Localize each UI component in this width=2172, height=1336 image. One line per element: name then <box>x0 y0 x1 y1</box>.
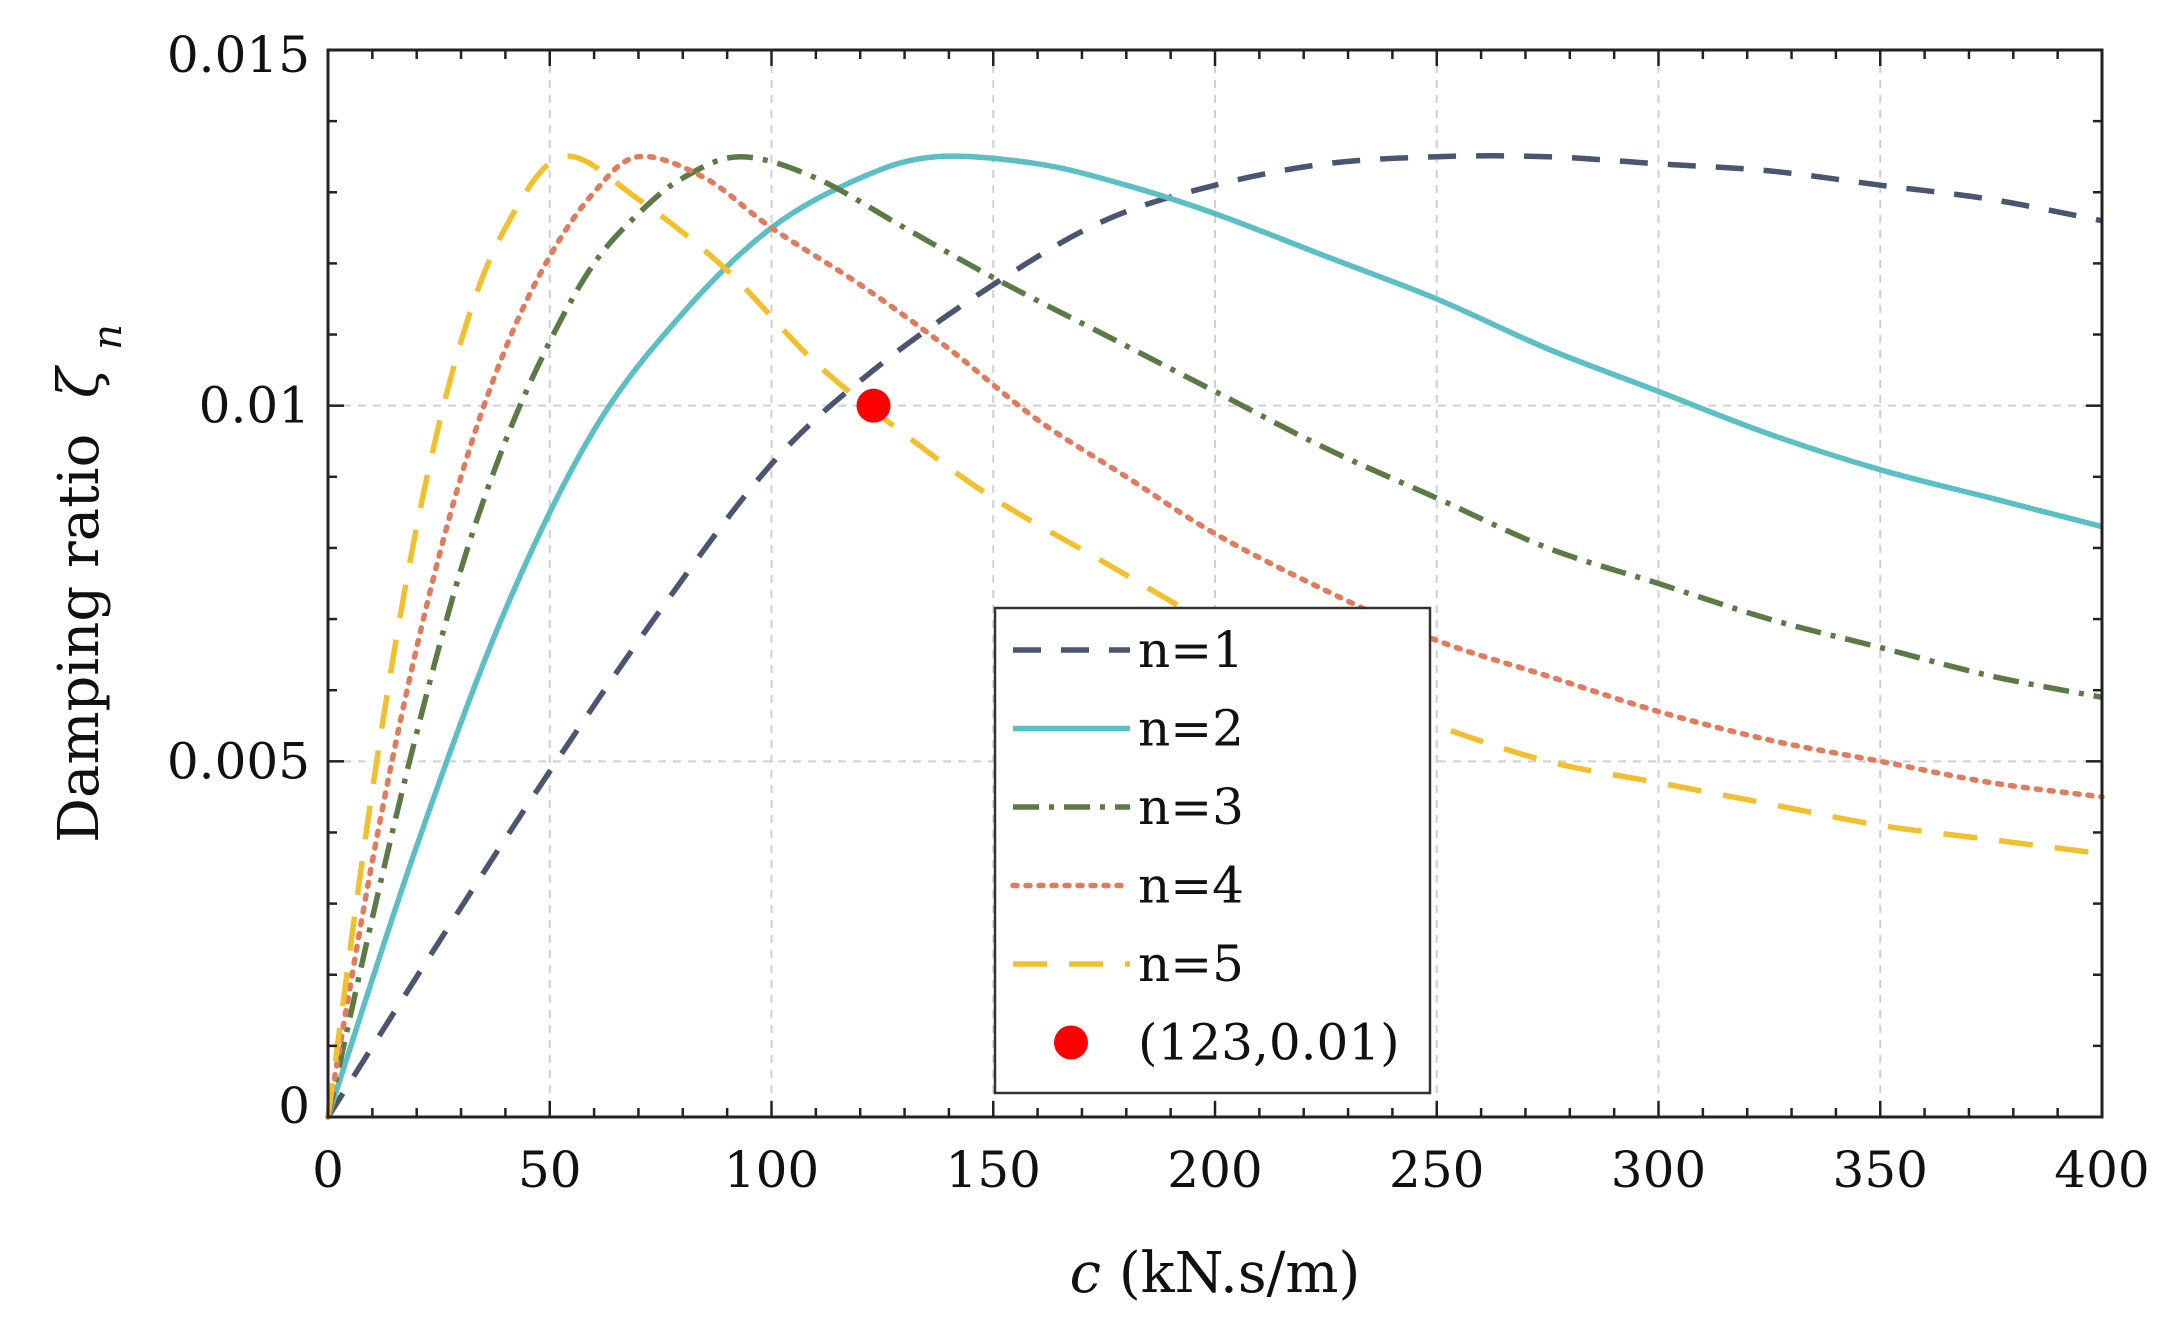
series-line-n4 <box>325 153 2105 1120</box>
x-tick-label: 100 <box>724 1141 819 1199</box>
legend-label: (123,0.01) <box>1138 1014 1400 1072</box>
x-tick-label: 300 <box>1611 1141 1706 1199</box>
x-axis-unit: (kN.s/m) <box>1119 1241 1361 1306</box>
x-tick-label: 350 <box>1833 1141 1928 1199</box>
marker-layer <box>856 388 891 423</box>
y-axis-symbol: ζ <box>47 364 112 398</box>
legend: n=1 n=2 n=3 n=4 n=5 (123,0.01) <box>993 606 1432 1095</box>
x-tick-label: 0 <box>312 1141 344 1199</box>
y-tick-label: 0.005 <box>167 732 310 790</box>
x-tick-label: 400 <box>2054 1141 2149 1199</box>
legend-items: n=1 n=2 n=3 n=4 n=5 (123,0.01) <box>1010 621 1400 1072</box>
legend-label: n=1 <box>1138 621 1244 679</box>
legend-box <box>993 606 1432 1095</box>
series-line-n3 <box>325 153 2103 1118</box>
legend-label: n=4 <box>1138 857 1244 915</box>
series-line-n5 <box>325 153 2103 1118</box>
y-axis-subscript: n <box>85 324 131 350</box>
y-tick-label: 0.015 <box>167 26 310 84</box>
legend-marker-swatch <box>1054 1025 1088 1060</box>
x-tick-label: 150 <box>946 1141 1041 1199</box>
y-axis-title: Damping ratio ζ n <box>47 324 131 843</box>
x-tick-label: 200 <box>1167 1141 1262 1199</box>
series-layer <box>325 153 2105 1120</box>
marker-point <box>856 388 891 423</box>
legend-label: n=2 <box>1138 700 1244 758</box>
y-tick-labels: 0 0.005 0.01 0.015 <box>167 26 310 1135</box>
x-axis-title: c (kN.s/m) <box>1070 1241 1361 1306</box>
x-axis-variable: c <box>1070 1241 1101 1306</box>
x-tick-label: 50 <box>518 1141 582 1199</box>
legend-label: n=5 <box>1138 935 1244 993</box>
ticks <box>326 48 2104 1119</box>
legend-label: n=3 <box>1138 778 1244 836</box>
series-line-n1 <box>325 153 2103 1119</box>
x-tick-labels: 0 50 100 150 200 250 300 350 400 <box>312 1141 2150 1199</box>
y-tick-label: 0.01 <box>199 377 310 435</box>
series-line-n2 <box>325 153 2103 1118</box>
y-tick-label: 0 <box>278 1077 310 1135</box>
y-axis-text: Damping ratio <box>47 416 112 843</box>
x-tick-label: 250 <box>1389 1141 1484 1199</box>
